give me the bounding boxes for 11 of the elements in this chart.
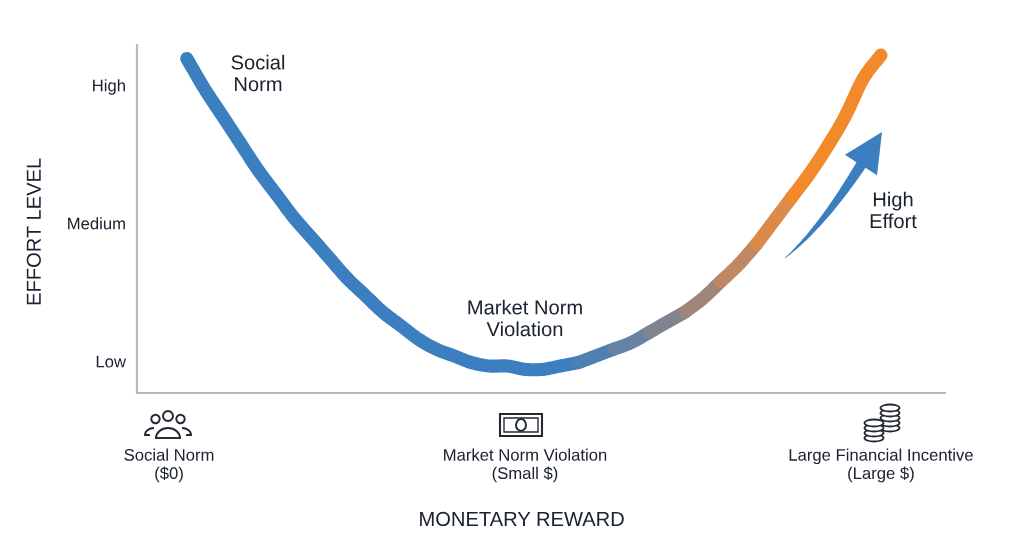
text: Low [96, 355, 127, 368]
annotation: High Effort [870, 191, 917, 229]
text: High [93, 79, 125, 95]
y-axis-title: EFFORT LEVEL [26, 158, 41, 305]
x-tick-label: Market Norm Violation (Small $) [444, 448, 607, 483]
text: Medium [68, 217, 125, 230]
x-axis-title: MONETARY REWARD [420, 511, 624, 527]
annotation: Market Norm Violation [468, 299, 582, 337]
x-tick-label: Social Norm ($0) [124, 448, 214, 483]
annotation: Social Norm [231, 54, 285, 92]
x-tick-label: Large Financial Incentive (Large $) [789, 448, 973, 483]
